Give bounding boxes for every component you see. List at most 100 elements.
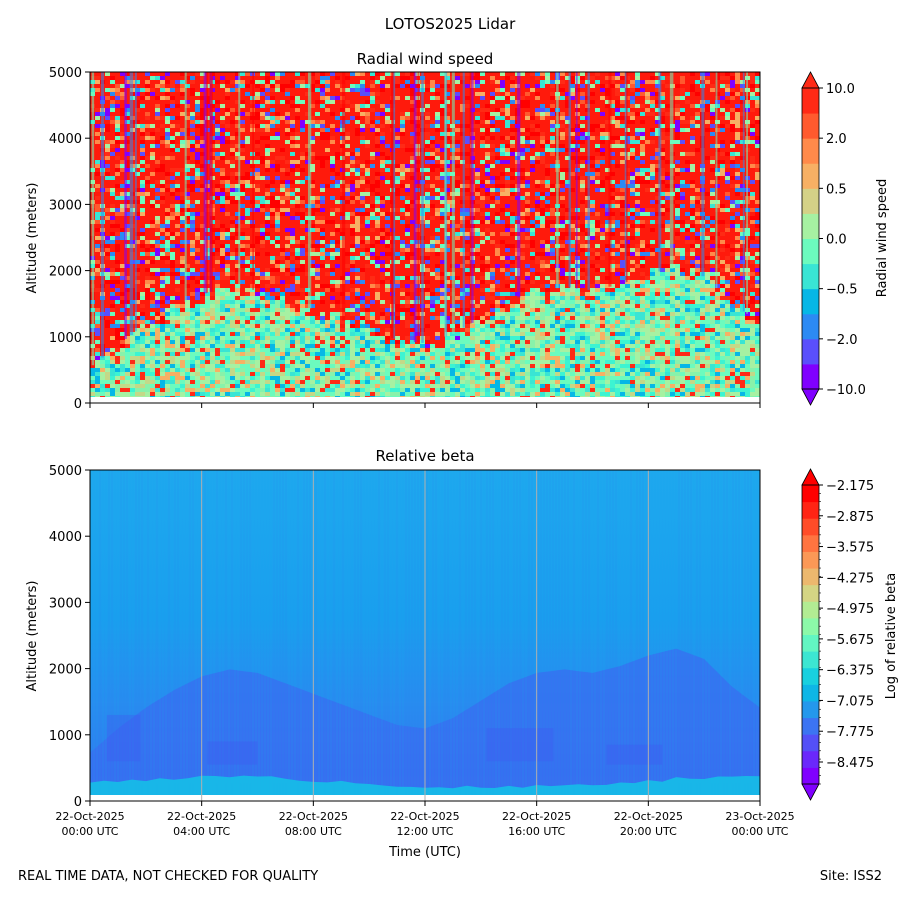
wind-cell: [155, 304, 160, 308]
wind-cell: [155, 272, 160, 276]
wind-cell: [365, 144, 370, 148]
wind-cell: [315, 316, 320, 320]
wind-cell: [475, 388, 480, 392]
wind-cell: [175, 148, 180, 152]
wind-cell: [395, 388, 400, 392]
wind-cell: [170, 184, 175, 188]
wind-cell: [510, 100, 515, 104]
wind-cell: [190, 256, 195, 260]
wind-cell: [215, 236, 220, 240]
wind-cell: [320, 224, 325, 228]
wind-cell: [285, 168, 290, 172]
wind-cell: [230, 280, 235, 284]
wind-cell: [355, 328, 360, 332]
wind-cell: [345, 388, 350, 392]
wind-cell: [150, 88, 155, 92]
wind-cell: [280, 184, 285, 188]
wind-cell: [350, 244, 355, 248]
wind-cell: [530, 324, 535, 328]
wind-cell: [480, 348, 485, 352]
wind-cell: [275, 188, 280, 192]
wind-cell: [425, 108, 430, 112]
wind-cell: [500, 392, 505, 396]
wind-cell: [505, 328, 510, 332]
wind-cell: [495, 340, 500, 344]
wind-cell: [305, 340, 310, 344]
wind-cell: [145, 188, 150, 192]
wind-cell: [260, 388, 265, 392]
wind-cell: [535, 372, 540, 376]
wind-cell: [490, 340, 495, 344]
wind-cell: [460, 80, 465, 84]
wind-cell: [305, 372, 310, 376]
wind-cell: [225, 276, 230, 280]
wind-cell: [390, 376, 395, 380]
wind-cell: [335, 84, 340, 88]
wind-cell: [110, 272, 115, 276]
wind-cell: [190, 268, 195, 272]
wind-cell: [240, 72, 245, 76]
wind-cell: [280, 296, 285, 300]
wind-cell: [375, 248, 380, 252]
wind-cell: [360, 164, 365, 168]
wind-cell: [480, 296, 485, 300]
wind-cell: [510, 308, 515, 312]
wind-cell: [125, 184, 130, 188]
wind-cell: [265, 300, 270, 304]
wind-cell: [355, 288, 360, 292]
wind-cell: [230, 292, 235, 296]
wind-cell: [95, 108, 100, 112]
wind-cell: [525, 104, 530, 108]
wind-cell: [95, 384, 100, 388]
wind-cell: [455, 356, 460, 360]
wind-cell: [445, 368, 450, 372]
wind-cell: [360, 232, 365, 236]
wind-cell: [380, 268, 385, 272]
wind-cell: [245, 80, 250, 84]
wind-cell: [295, 240, 300, 244]
wind-cell: [240, 100, 245, 104]
wind-cell: [185, 324, 190, 328]
wind-cell: [410, 148, 415, 152]
wind-cell: [520, 288, 525, 292]
wind-cell: [445, 136, 450, 140]
wind-cell: [300, 288, 305, 292]
wind-cell: [445, 72, 450, 76]
wind-cell: [465, 136, 470, 140]
wind-cell: [170, 148, 175, 152]
wind-cell: [315, 296, 320, 300]
wind-cell: [525, 348, 530, 352]
wind-cell: [170, 296, 175, 300]
wind-cell: [160, 320, 165, 324]
wind-cell: [530, 292, 535, 296]
wind-cell: [130, 344, 135, 348]
wind-cell: [500, 296, 505, 300]
wind-cell: [300, 300, 305, 304]
wind-cell: [120, 108, 125, 112]
wind-cell: [380, 200, 385, 204]
wind-cell: [270, 368, 275, 372]
wind-cell: [430, 120, 435, 124]
wind-cell: [350, 388, 355, 392]
wind-cell: [295, 248, 300, 252]
wind-cell: [355, 316, 360, 320]
wind-cell: [120, 184, 125, 188]
wind-cell: [115, 296, 120, 300]
wind-cell: [385, 272, 390, 276]
wind-cell: [440, 296, 445, 300]
wind-cell: [500, 96, 505, 100]
wind-cell: [190, 216, 195, 220]
wind-cell: [130, 364, 135, 368]
wind-cell: [150, 392, 155, 396]
wind-cell: [380, 168, 385, 172]
wind-cell: [215, 260, 220, 264]
wind-cell: [205, 328, 210, 332]
wind-cell: [140, 260, 145, 264]
wind-cell: [295, 320, 300, 324]
wind-cell: [205, 364, 210, 368]
wind-cell: [250, 376, 255, 380]
wind-cell: [385, 284, 390, 288]
wind-cell: [350, 84, 355, 88]
wind-cell: [290, 128, 295, 132]
wind-cell: [320, 240, 325, 244]
